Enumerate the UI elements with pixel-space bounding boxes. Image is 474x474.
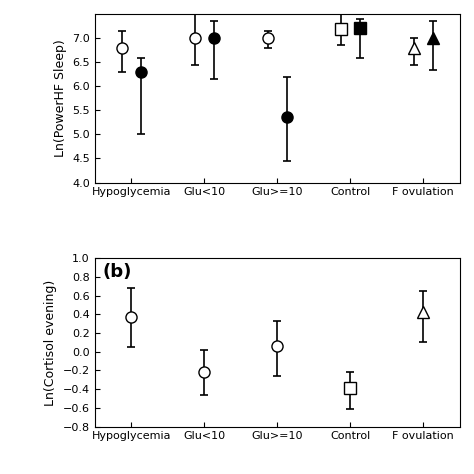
Text: (b): (b) bbox=[102, 264, 131, 282]
Y-axis label: Ln(Cortisol evening): Ln(Cortisol evening) bbox=[44, 279, 57, 406]
Y-axis label: Ln(PowerHF Sleep): Ln(PowerHF Sleep) bbox=[54, 39, 67, 157]
